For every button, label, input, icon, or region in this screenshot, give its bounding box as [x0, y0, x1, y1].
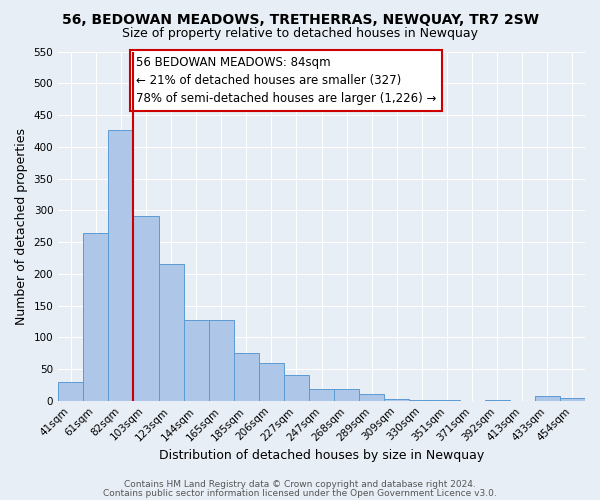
Bar [309, 390, 334, 401]
Bar [284, 376, 309, 401]
Text: Contains public sector information licensed under the Open Government Licence v3: Contains public sector information licen… [103, 488, 497, 498]
Text: 56, BEDOWAN MEADOWS, TRETHERRAS, NEWQUAY, TR7 2SW: 56, BEDOWAN MEADOWS, TRETHERRAS, NEWQUAY… [62, 12, 539, 26]
Bar [209, 320, 234, 401]
X-axis label: Distribution of detached houses by size in Newquay: Distribution of detached houses by size … [159, 450, 484, 462]
Bar [385, 399, 409, 401]
Bar [158, 264, 184, 401]
Bar [409, 400, 434, 401]
Bar [133, 216, 158, 401]
Text: 56 BEDOWAN MEADOWS: 84sqm
← 21% of detached houses are smaller (327)
78% of semi: 56 BEDOWAN MEADOWS: 84sqm ← 21% of detac… [136, 56, 436, 105]
Bar [334, 389, 359, 401]
Bar [434, 400, 460, 401]
Bar [560, 398, 585, 401]
Bar [359, 394, 385, 401]
Bar [184, 320, 209, 401]
Text: Contains HM Land Registry data © Crown copyright and database right 2024.: Contains HM Land Registry data © Crown c… [124, 480, 476, 489]
Text: Size of property relative to detached houses in Newquay: Size of property relative to detached ho… [122, 28, 478, 40]
Bar [535, 396, 560, 401]
Bar [234, 352, 259, 401]
Bar [109, 130, 133, 401]
Bar [259, 364, 284, 401]
Bar [83, 232, 109, 401]
Bar [58, 382, 83, 401]
Y-axis label: Number of detached properties: Number of detached properties [15, 128, 28, 324]
Bar [485, 400, 510, 401]
